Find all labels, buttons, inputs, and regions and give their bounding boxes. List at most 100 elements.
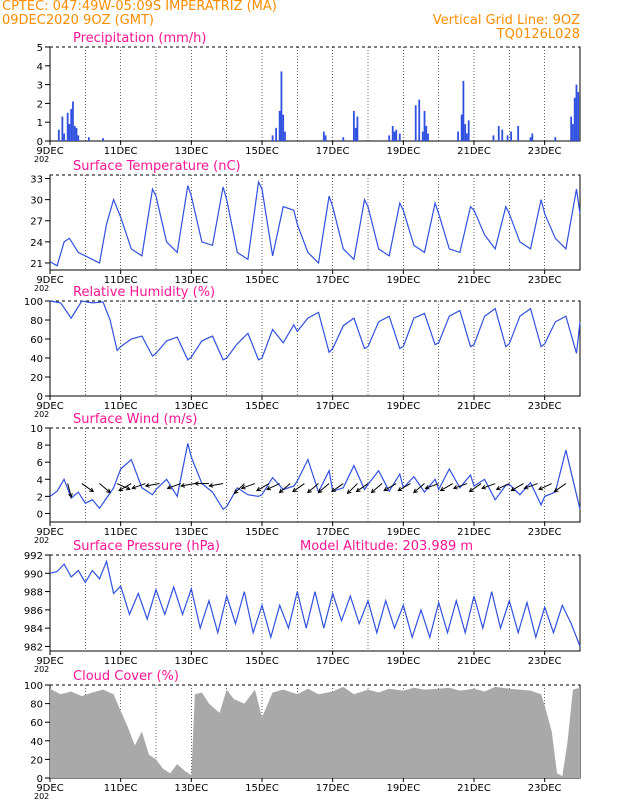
cloud-xtick-label: 17DEC — [316, 783, 350, 794]
precip-bar — [66, 112, 69, 141]
humidity-xtick-label: 19DEC — [386, 401, 420, 412]
wind-arrow-head — [68, 493, 73, 499]
precip-bar — [529, 137, 532, 141]
wind-arrow — [99, 483, 111, 493]
temp-xtick-label: 17DEC — [316, 275, 350, 286]
cloud-xtick-label: 19DEC — [386, 783, 420, 794]
wind-line — [49, 443, 581, 511]
cloud-ytick-label: 40 — [30, 737, 43, 748]
precip-bar — [322, 131, 325, 141]
precip-bar — [460, 114, 463, 141]
pressure-xtick-label: 17DEC — [316, 656, 350, 667]
wind-arrow-head — [424, 485, 430, 490]
pressure-ytick-label: 986 — [24, 606, 43, 617]
temp-xtick-label: 23DEC — [528, 275, 562, 286]
precip-bar — [352, 110, 355, 141]
wind-arrow-head — [397, 486, 403, 492]
precip-xtick-label: 9DEC — [36, 146, 63, 157]
wind-arrow — [347, 483, 358, 494]
cloud-ytick-label: 80 — [30, 700, 43, 711]
wind-arrow — [554, 483, 567, 492]
pressure-ytick-label: 984 — [24, 624, 43, 635]
cloud-xtick-label: 23DEC — [528, 783, 562, 794]
wind-arrow-head — [355, 487, 361, 493]
wind-arrow-head — [330, 487, 336, 493]
wind-xtick-label: 23DEC — [528, 527, 562, 538]
temp-ytick-label: 27 — [30, 217, 43, 228]
precip-bar — [391, 125, 394, 141]
wind-arrow — [67, 483, 72, 498]
cloud-ytick-label: 20 — [30, 755, 43, 766]
run-date: 09DEC2020 9OZ (GMT) — [2, 13, 154, 28]
pressure-line — [49, 559, 581, 647]
pressure-xtick-label: 15DEC — [245, 656, 279, 667]
precip-bar — [324, 135, 327, 141]
wind-arrow — [118, 483, 132, 491]
humidity-xtick-label: 13DEC — [174, 401, 208, 412]
cloud-ytick-label: 100 — [24, 681, 43, 692]
precip-bar — [427, 133, 429, 141]
precip-bar — [75, 127, 78, 141]
humidity-xtick-label: 23DEC — [528, 401, 562, 412]
wind-arrow — [180, 483, 195, 487]
wind-arrow-head — [166, 485, 172, 490]
precip-bar — [501, 129, 504, 141]
wind-xtick-label: 21DEC — [457, 527, 491, 538]
wind-arrow-head — [240, 485, 246, 490]
precip-bar — [63, 133, 66, 141]
precip-ytick-label: 1 — [37, 118, 43, 129]
humidity-line — [49, 300, 581, 361]
wind-arrow-head — [89, 487, 95, 493]
precip-bar — [68, 124, 71, 141]
precip-frame — [49, 46, 581, 142]
model-id: TQ0126L028 — [496, 27, 580, 42]
precip-bar — [282, 114, 285, 141]
precip-bar — [492, 135, 495, 141]
wind-arrow-head — [439, 486, 445, 492]
cloud-xtick-label: 21DEC — [457, 783, 491, 794]
humidity-ytick-label: 60 — [30, 335, 43, 346]
wind-frame — [49, 427, 581, 523]
cloud-xtick-label: 9DEC — [36, 783, 63, 794]
precip-bar — [575, 84, 578, 141]
temp-ytick-label: 30 — [30, 196, 43, 207]
precip-xtick-label: 11DEC — [104, 146, 138, 157]
wind-arrow-head — [208, 483, 214, 488]
temp-ytick-label: 21 — [30, 259, 43, 270]
wind-arrow-head — [553, 487, 559, 493]
precip-bar — [87, 137, 90, 141]
precip-bar — [102, 138, 104, 141]
humidity-frame — [49, 300, 581, 397]
wind-arrow-head — [106, 488, 111, 494]
pressure-ytick-label: 990 — [24, 569, 43, 580]
wind-arrow-head — [523, 485, 529, 490]
wind-arrow — [132, 483, 146, 489]
wind-arrow-head — [131, 485, 137, 490]
wind-ytick-label: 4 — [37, 475, 43, 486]
wind-xtick-label: 9DEC — [36, 527, 63, 538]
cloud-area — [50, 686, 580, 778]
cloud-xtick-label: 11DEC — [104, 783, 138, 794]
wind-arrow-head — [118, 486, 124, 492]
wind-arrow — [331, 483, 344, 492]
wind-arrow-head — [317, 488, 323, 494]
temp-ytick-label: 24 — [30, 238, 43, 249]
precip-ytick-label: 4 — [37, 62, 43, 73]
precip-bar — [70, 109, 73, 141]
wind-arrow-head — [452, 485, 458, 490]
temp-xtick-label: 21DEC — [457, 275, 491, 286]
wind-ytick-label: 10 — [30, 424, 43, 435]
wind-arrow — [440, 483, 454, 491]
pressure-xtick-label: 23DEC — [528, 656, 562, 667]
humidity-year-label: 202 — [34, 410, 49, 419]
wind-arrow — [167, 483, 181, 489]
precip-bar — [395, 129, 398, 141]
temp-xtick-label: 15DEC — [245, 275, 279, 286]
precip-xtick-label: 19DEC — [386, 146, 420, 157]
pressure-ytick-label: 982 — [24, 642, 43, 653]
precip-bar — [57, 129, 60, 141]
precip-bar — [354, 127, 357, 141]
humidity-title: Relative Humidity (%) — [73, 285, 215, 300]
wind-ytick-label: 8 — [37, 441, 43, 452]
